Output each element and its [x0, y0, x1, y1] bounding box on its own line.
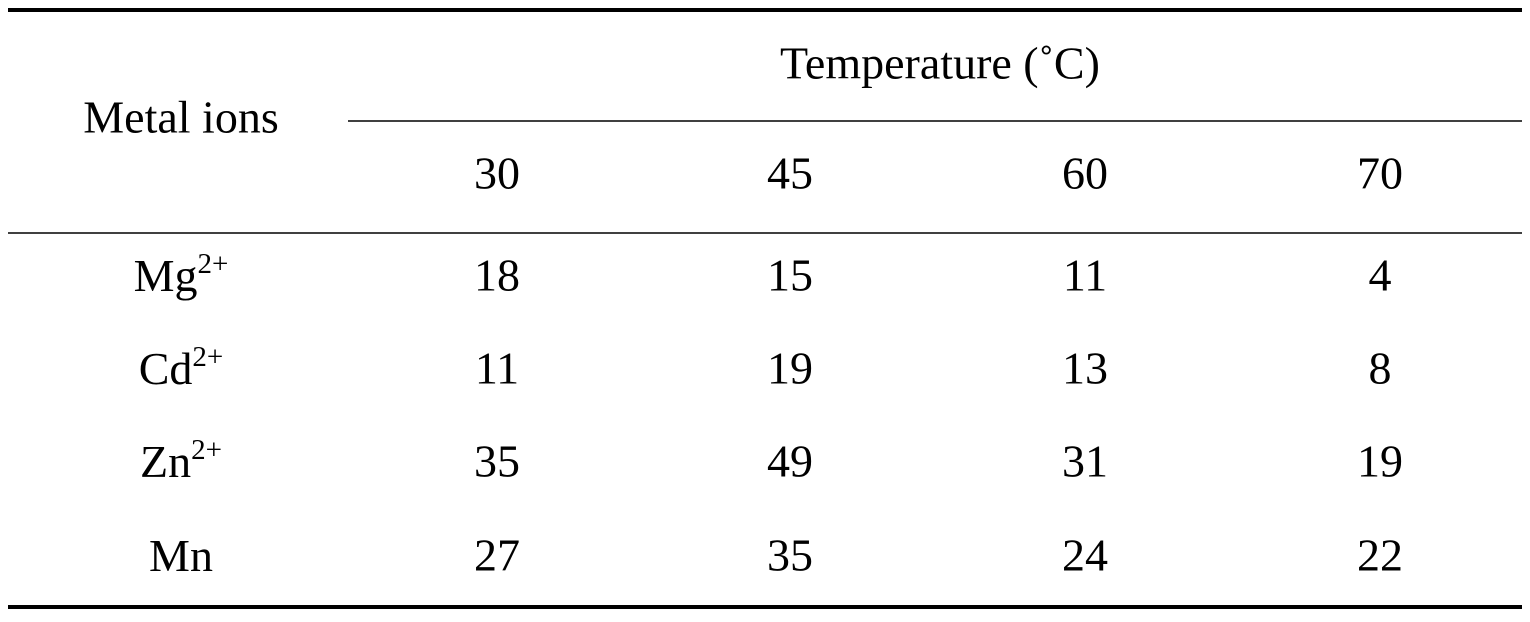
cell: 24 — [1062, 530, 1108, 581]
column-header: 60 — [1062, 148, 1108, 199]
row-label-base: Cd — [139, 343, 193, 394]
column-header: 30 — [474, 148, 520, 199]
cell: 49 — [767, 436, 813, 487]
row-label-base: Mg — [134, 250, 198, 301]
cell: 11 — [1063, 250, 1107, 301]
row-label-base: Mn — [149, 530, 213, 581]
row-label-base: Zn — [140, 436, 191, 487]
row-header: Metal ions — [83, 92, 278, 143]
cell: 31 — [1062, 436, 1108, 487]
column-header: 70 — [1357, 148, 1403, 199]
column-header: 45 — [767, 148, 813, 199]
row-label-sup: 2+ — [192, 341, 223, 373]
group-header: Temperature (˚C) — [780, 38, 1100, 89]
cell: 19 — [1357, 436, 1403, 487]
row-label-sup: 2+ — [191, 434, 222, 466]
cell: 13 — [1062, 343, 1108, 394]
cell: 27 — [474, 530, 520, 581]
cell: 22 — [1357, 530, 1403, 581]
row-label: Mn — [149, 530, 213, 581]
cell: 19 — [767, 343, 813, 394]
cell: 35 — [474, 436, 520, 487]
cell: 4 — [1369, 250, 1392, 301]
cell: 35 — [767, 530, 813, 581]
row-label: Mg2+ — [134, 248, 229, 301]
cell: 8 — [1369, 343, 1392, 394]
cell: 15 — [767, 250, 813, 301]
row-label-sup: 2+ — [198, 248, 229, 280]
row-label: Cd2+ — [139, 341, 224, 394]
cell: 18 — [474, 250, 520, 301]
cell: 11 — [475, 343, 519, 394]
row-label: Zn2+ — [140, 434, 222, 487]
